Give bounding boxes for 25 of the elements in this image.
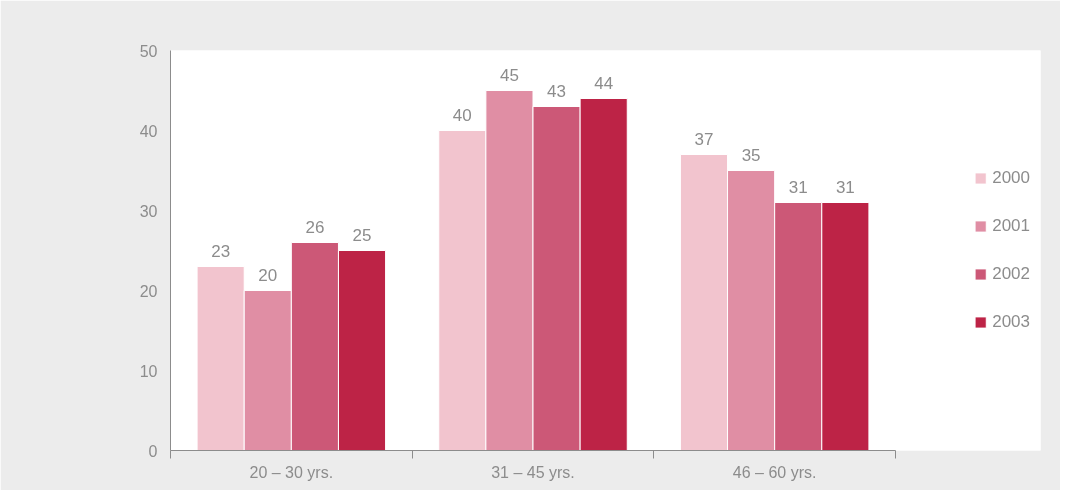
- y-tick-label: 10: [139, 362, 158, 380]
- y-tick-label: 0: [148, 442, 158, 460]
- legend-label: 2003: [992, 312, 1030, 332]
- x-tick-label: 20 – 30 yrs.: [249, 463, 334, 481]
- y-tick-label: 40: [139, 122, 158, 140]
- data-label: 37: [694, 129, 714, 149]
- data-label: 35: [741, 145, 761, 165]
- y-tick-label: 50: [139, 42, 158, 60]
- data-label: 31: [835, 177, 855, 197]
- data-label: 40: [452, 105, 472, 125]
- data-label: 26: [305, 217, 325, 237]
- legend-label: 2001: [992, 216, 1030, 236]
- data-label: 20: [258, 265, 278, 285]
- y-tick-label: 30: [139, 202, 158, 220]
- legend-label: 2002: [992, 264, 1030, 284]
- data-label: 23: [211, 241, 231, 261]
- data-label: 43: [547, 81, 567, 101]
- data-label: 31: [788, 177, 808, 197]
- y-tick-label: 20: [139, 282, 158, 300]
- legend-label: 2000: [992, 168, 1030, 188]
- x-tick-label: 31 – 45 yrs.: [491, 463, 575, 481]
- x-tick-label: 46 – 60 yrs.: [732, 463, 817, 481]
- data-label: 25: [352, 225, 372, 245]
- data-label: 44: [594, 73, 614, 93]
- data-label: 45: [499, 65, 519, 85]
